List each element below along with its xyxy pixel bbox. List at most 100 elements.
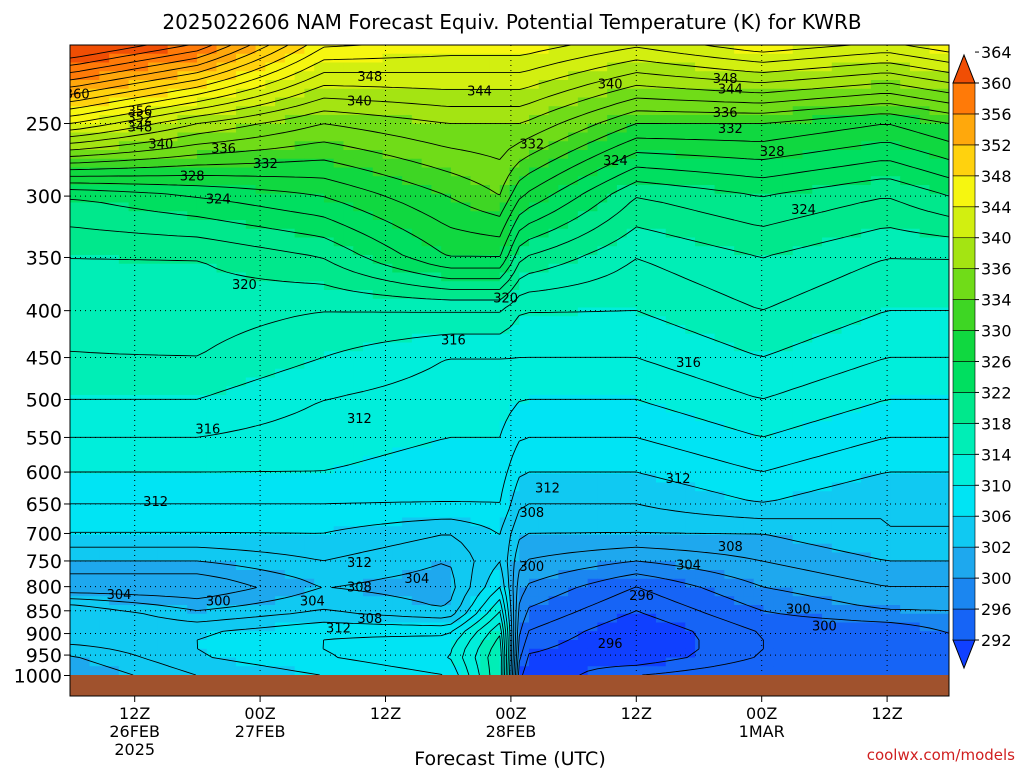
field-cell [880, 123, 891, 134]
field-cell [929, 465, 940, 475]
field-cell [646, 368, 657, 379]
field-cell [626, 500, 638, 510]
field-cell [753, 211, 765, 221]
field-cell [861, 141, 872, 151]
field-cell [89, 500, 100, 510]
field-cell [450, 272, 462, 282]
field-cell [333, 220, 345, 230]
field-cell [470, 220, 481, 230]
field-cell [704, 132, 716, 142]
field-cell [421, 141, 432, 151]
field-cell [79, 132, 91, 142]
field-cell [861, 333, 872, 344]
field-cell [402, 141, 413, 151]
field-cell [118, 430, 130, 440]
field-cell [724, 508, 735, 519]
field-cell [597, 281, 608, 291]
field-cell [851, 228, 862, 239]
field-cell [704, 167, 716, 177]
field-cell [245, 360, 257, 370]
field-cell [773, 115, 784, 125]
field-cell [431, 351, 442, 361]
field-cell [304, 482, 315, 492]
field-cell [79, 88, 91, 99]
field-cell [597, 290, 608, 300]
field-cell [255, 263, 266, 274]
field-cell [206, 176, 218, 186]
field-cell [89, 465, 100, 475]
field-cell [333, 281, 345, 291]
field-cell [870, 263, 882, 274]
field-cell [177, 438, 188, 449]
field-cell [245, 255, 257, 265]
field-cell [685, 377, 696, 387]
field-cell [275, 272, 286, 282]
field-cell [353, 193, 364, 204]
field-cell [646, 325, 657, 335]
field-cell [695, 71, 706, 81]
field-cell [831, 80, 843, 90]
field-cell [304, 211, 315, 221]
field-cell [363, 150, 374, 160]
field-cell [245, 141, 257, 151]
field-cell [607, 281, 618, 291]
field-cell [177, 62, 188, 72]
field-cell [284, 377, 296, 387]
field-cell [353, 298, 364, 309]
field-cell [284, 185, 296, 195]
field-cell [646, 211, 657, 221]
field-cell [587, 220, 598, 230]
field-cell [402, 438, 413, 449]
field-cell [343, 228, 354, 239]
field-cell [685, 202, 696, 212]
field-cell [118, 45, 130, 55]
field-cell [480, 220, 491, 230]
field-cell [695, 281, 706, 291]
field-cell [196, 211, 208, 221]
field-cell [284, 176, 296, 186]
field-cell [333, 80, 345, 90]
field-cell [372, 220, 384, 230]
field-cell [870, 333, 882, 344]
field-cell [402, 298, 413, 309]
field-cell [577, 132, 589, 142]
field-cell [284, 211, 296, 221]
field-cell [568, 342, 579, 352]
field-cell [470, 132, 481, 142]
field-cell [782, 237, 794, 247]
field-cell [265, 491, 276, 501]
field-cell [79, 526, 91, 536]
field-cell [353, 473, 364, 484]
field-cell [167, 220, 179, 230]
field-cell [118, 456, 130, 466]
field-cell [148, 45, 159, 55]
field-cell [734, 71, 745, 81]
field-cell [841, 272, 852, 282]
field-cell [392, 202, 403, 212]
field-cell [411, 228, 423, 239]
field-cell [909, 88, 921, 99]
field-cell [431, 141, 442, 151]
field-cell [187, 438, 198, 449]
field-cell [148, 298, 159, 309]
field-cell [831, 307, 843, 317]
field-cell [861, 342, 872, 352]
field-cell [275, 325, 286, 335]
field-cell [236, 351, 247, 361]
field-cell [714, 403, 725, 414]
field-cell [675, 465, 686, 475]
field-cell [460, 158, 472, 169]
field-cell [411, 185, 423, 195]
field-cell [568, 438, 579, 449]
field-cell [890, 88, 901, 99]
field-cell [626, 211, 638, 221]
field-cell [460, 211, 472, 221]
field-cell [577, 342, 589, 352]
field-cell [177, 115, 188, 125]
field-cell [275, 307, 286, 317]
field-cell [480, 211, 491, 221]
field-cell [861, 185, 872, 195]
field-cell [919, 193, 931, 204]
field-cell [802, 508, 813, 519]
field-cell [70, 412, 81, 422]
